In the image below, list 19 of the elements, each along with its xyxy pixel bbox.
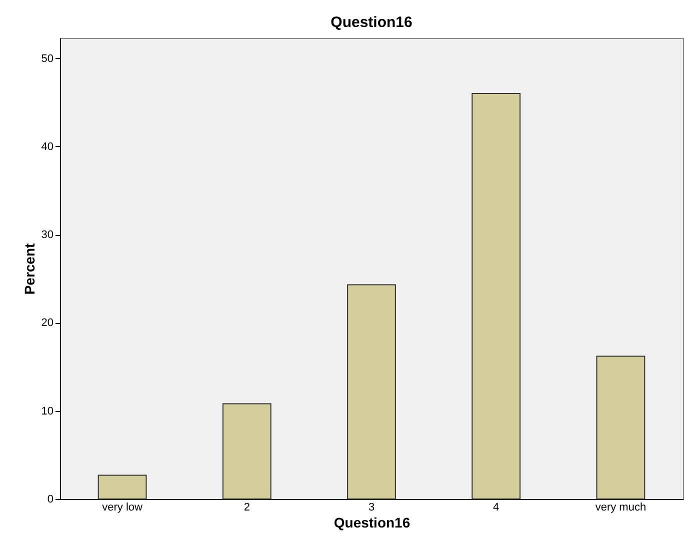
x-axis-title: Question16 [334, 514, 410, 530]
bar [98, 474, 147, 500]
y-tick-label: 10 [41, 405, 54, 418]
bar [472, 93, 521, 500]
y-tick-label: 0 [47, 494, 54, 506]
y-tick-label: 50 [41, 52, 54, 65]
bar [222, 403, 272, 500]
bar [596, 356, 646, 500]
y-axis-title: Percent [21, 242, 38, 295]
y-tick-label: 30 [41, 229, 54, 242]
chart-title: Question16 [330, 14, 412, 31]
x-tick-label: 3 [368, 502, 375, 514]
y-tick-label: 40 [41, 140, 54, 153]
x-tick-label: 4 [493, 502, 500, 514]
x-tick-label: very much [595, 502, 646, 514]
y-tick-label: 20 [41, 317, 54, 330]
x-tick-label: very low [102, 502, 143, 514]
x-tick-label: 2 [244, 502, 250, 514]
bar [347, 284, 396, 500]
